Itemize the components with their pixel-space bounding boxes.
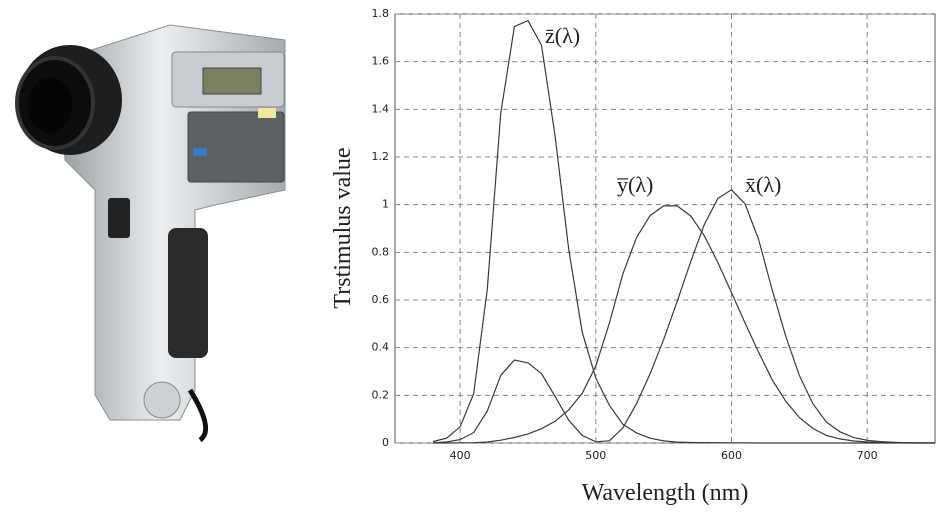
x-tick-label: 600 bbox=[721, 449, 742, 462]
x-tick-label: 500 bbox=[585, 449, 606, 462]
y-tick-label: 0.8 bbox=[372, 245, 390, 258]
series-label: y̅(λ) bbox=[617, 172, 654, 197]
x-tick-label: 700 bbox=[857, 449, 878, 462]
y-tick-label: 1.4 bbox=[372, 102, 390, 115]
x-tick-label: 400 bbox=[450, 449, 471, 462]
series-line bbox=[432, 189, 936, 444]
series-line bbox=[433, 205, 935, 444]
series-label: x̄(λ) bbox=[745, 172, 781, 197]
y-tick-label: 0 bbox=[382, 436, 389, 449]
y-tick-label: 0.4 bbox=[372, 341, 390, 354]
y-tick-label: 1.6 bbox=[372, 55, 390, 68]
series-label: z̄(λ) bbox=[545, 23, 580, 48]
y-tick-label: 0.2 bbox=[372, 388, 390, 401]
x-axis-title: Wavelength (nm) bbox=[582, 480, 749, 506]
device-photo bbox=[15, 24, 286, 443]
series-line bbox=[432, 19, 935, 444]
y-axis-title: Trstimulus value bbox=[330, 147, 356, 308]
y-tick-label: 1 bbox=[382, 198, 389, 211]
y-tick-label: 1.2 bbox=[372, 150, 390, 163]
y-tick-label: 1.8 bbox=[372, 7, 390, 20]
y-tick-label: 0.6 bbox=[372, 293, 390, 306]
